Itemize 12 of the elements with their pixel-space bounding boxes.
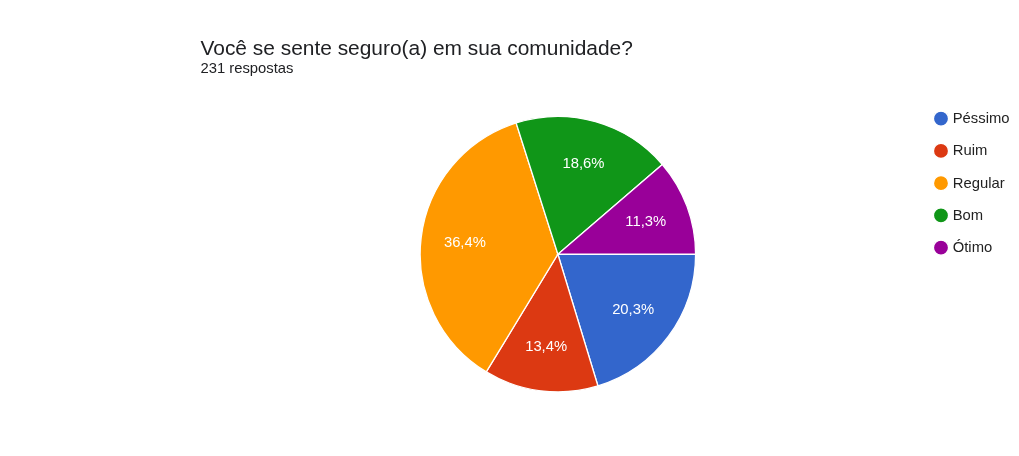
data-label: 36,4% [443,234,486,251]
legend-label: Bom [952,206,984,223]
legend-label: Ótimo [952,239,993,256]
data-label: 20,3% [612,301,655,318]
legend-label: Regular [952,174,1005,191]
legend-label: Ruim [952,142,988,159]
data-label: 13,4% [525,338,568,355]
data-label: 18,6% [562,155,605,172]
data-label: 11,3% [625,213,667,230]
chart-title: Você se sente seguro(a) em sua comunidade? [200,35,633,59]
text: 231 respostas [200,59,294,76]
legend-label: Péssimo [952,110,1010,127]
